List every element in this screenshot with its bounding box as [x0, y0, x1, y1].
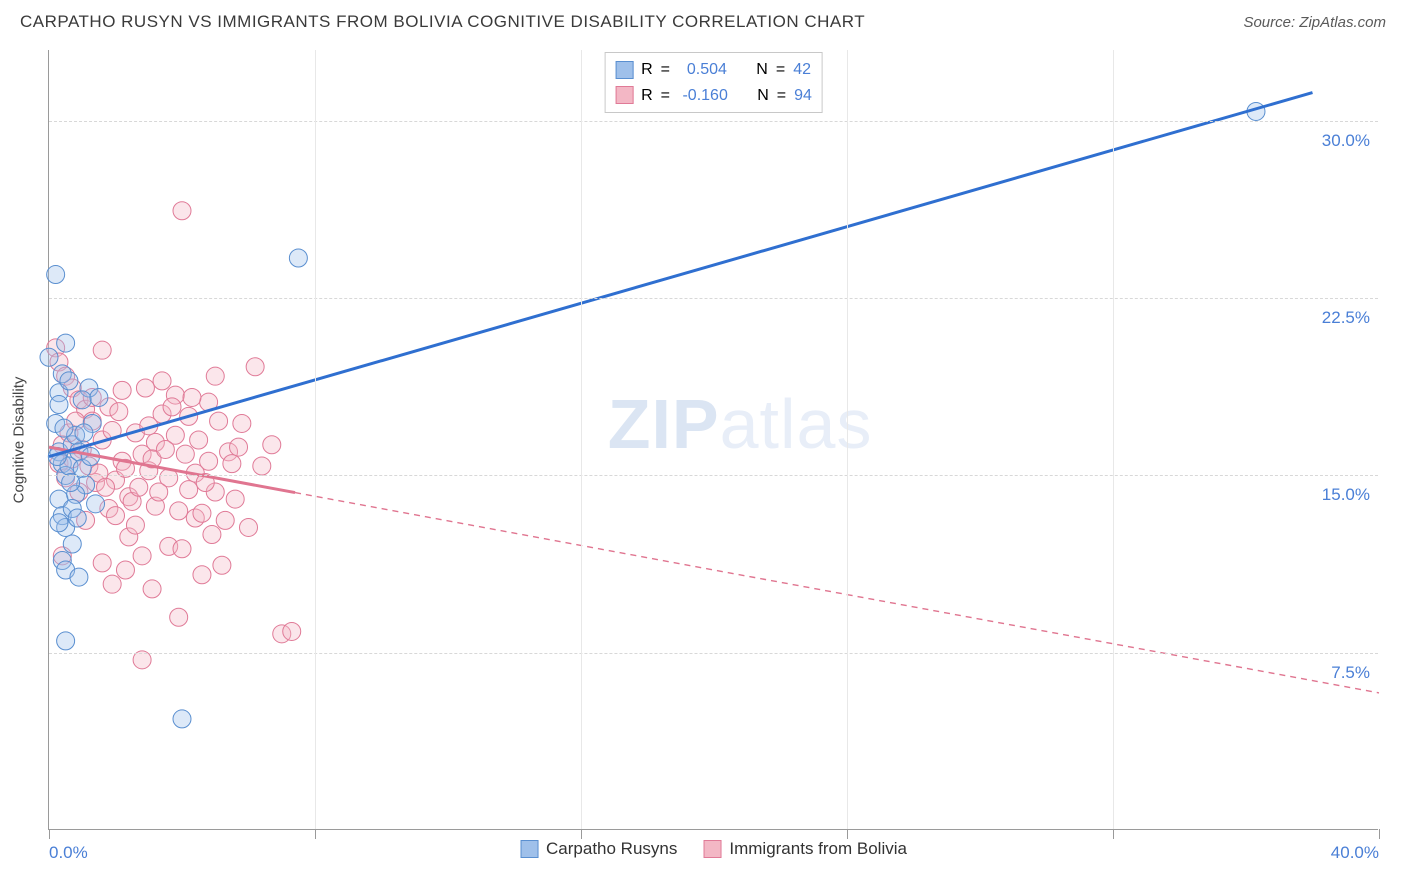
gridline-h	[49, 121, 1378, 122]
legend-label-a: Carpatho Rusyns	[546, 839, 677, 859]
eq-label: =	[661, 83, 670, 109]
y-tick-label: 7.5%	[1331, 663, 1370, 683]
gridline-h	[49, 298, 1378, 299]
y-axis-label: Cognitive Disability	[11, 376, 28, 503]
swatch-series-b-icon	[615, 86, 633, 104]
swatch-series-a-icon	[615, 61, 633, 79]
gridline-v	[315, 50, 316, 829]
x-tick-mark	[315, 829, 316, 839]
n-value-b: 94	[794, 83, 812, 109]
eq-label-2: =	[776, 57, 785, 83]
stats-row-a: R = 0.504 N = 42	[615, 57, 812, 83]
gridline-v	[847, 50, 848, 829]
x-tick-mark	[49, 829, 50, 839]
stats-row-b: R = -0.160 N = 94	[615, 83, 812, 109]
n-label: N	[756, 57, 768, 83]
gridline-h	[49, 475, 1378, 476]
gridline-h	[49, 653, 1378, 654]
n-value-a: 42	[793, 57, 811, 83]
legend-label-b: Immigrants from Bolivia	[729, 839, 907, 859]
chart-svg	[49, 50, 1378, 829]
y-tick-label: 30.0%	[1322, 131, 1370, 151]
r-label: R	[641, 83, 653, 109]
y-tick-label: 22.5%	[1322, 308, 1370, 328]
legend-item-a: Carpatho Rusyns	[520, 839, 677, 859]
x-tick-label: 0.0%	[49, 843, 88, 863]
x-tick-mark	[847, 829, 848, 839]
legend-item-b: Immigrants from Bolivia	[703, 839, 907, 859]
x-tick-mark	[1113, 829, 1114, 839]
chart-header: CARPATHO RUSYN VS IMMIGRANTS FROM BOLIVI…	[0, 0, 1406, 44]
eq-label-2: =	[777, 83, 786, 109]
r-label: R	[641, 57, 653, 83]
stats-legend: R = 0.504 N = 42 R = -0.160 N = 94	[604, 52, 823, 113]
n-label: N	[757, 83, 769, 109]
x-tick-label: 40.0%	[1331, 843, 1379, 863]
eq-label: =	[661, 57, 670, 83]
swatch-series-a-icon	[520, 840, 538, 858]
source-label: Source: ZipAtlas.com	[1243, 14, 1386, 31]
chart-title: CARPATHO RUSYN VS IMMIGRANTS FROM BOLIVI…	[20, 12, 865, 32]
series-legend: Carpatho Rusyns Immigrants from Bolivia	[520, 839, 907, 859]
r-value-a: 0.504	[678, 57, 727, 83]
gridline-v	[581, 50, 582, 829]
x-tick-mark	[1379, 829, 1380, 839]
y-tick-label: 15.0%	[1322, 485, 1370, 505]
r-value-b: -0.160	[678, 83, 728, 109]
plot-area: ZIPatlas Cognitive Disability R = 0.504 …	[48, 50, 1378, 830]
gridline-v	[1113, 50, 1114, 829]
x-tick-mark	[581, 829, 582, 839]
swatch-series-b-icon	[703, 840, 721, 858]
